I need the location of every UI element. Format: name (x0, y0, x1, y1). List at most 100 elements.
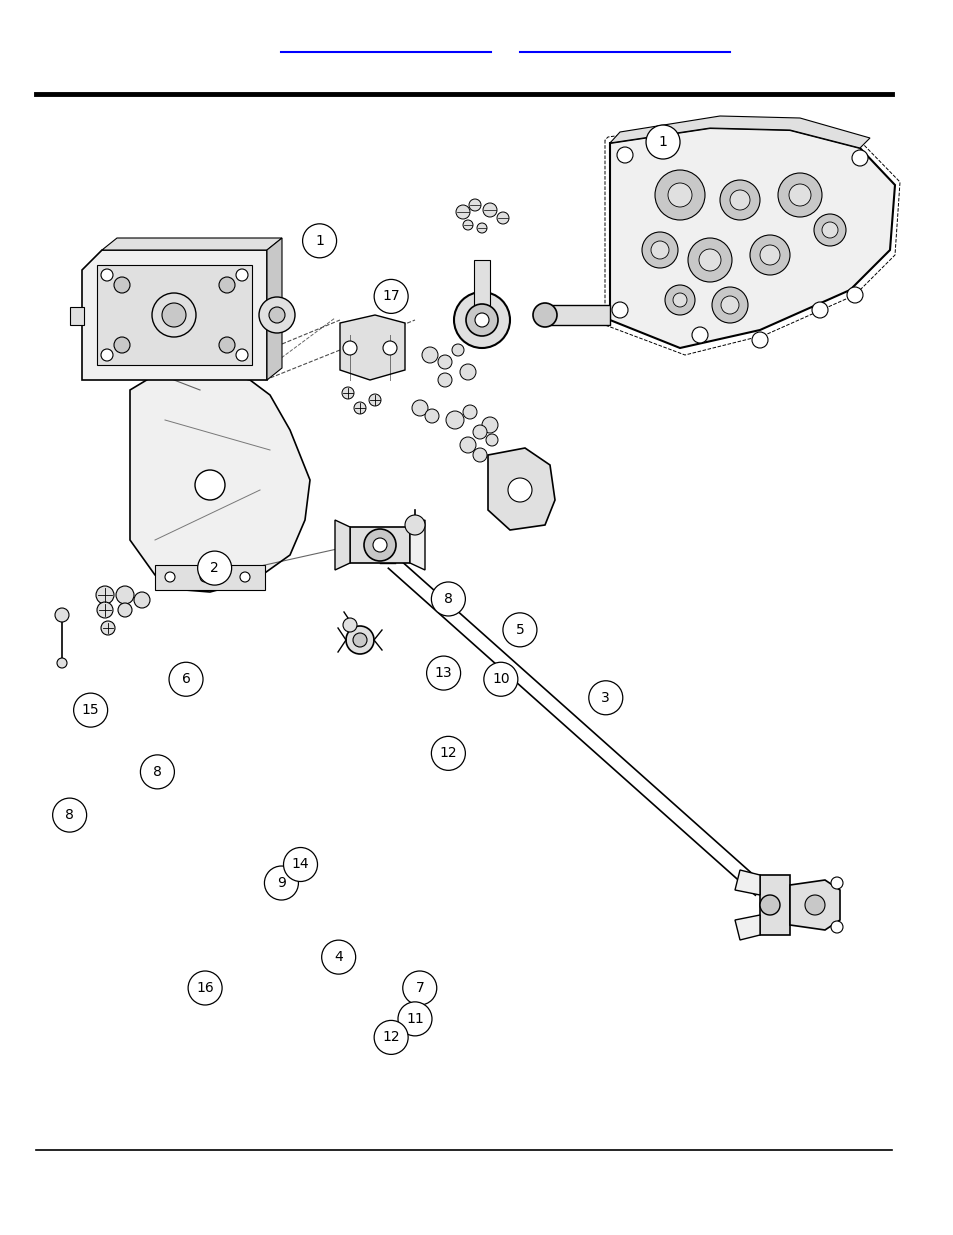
Circle shape (452, 345, 463, 356)
Circle shape (720, 296, 739, 314)
Circle shape (200, 572, 210, 582)
Polygon shape (488, 448, 555, 530)
Circle shape (169, 662, 203, 697)
Circle shape (431, 736, 465, 771)
Text: 1: 1 (658, 135, 667, 149)
Circle shape (760, 245, 780, 266)
Polygon shape (410, 520, 424, 571)
Circle shape (52, 798, 87, 832)
Circle shape (346, 626, 374, 655)
Circle shape (374, 1020, 408, 1055)
Circle shape (459, 364, 476, 380)
Circle shape (446, 411, 463, 429)
Text: 17: 17 (382, 289, 399, 304)
Text: 10: 10 (492, 672, 509, 687)
Circle shape (162, 303, 186, 327)
Circle shape (482, 203, 497, 217)
Circle shape (283, 847, 317, 882)
Circle shape (655, 170, 704, 220)
Polygon shape (734, 915, 760, 940)
Circle shape (469, 199, 480, 211)
Circle shape (101, 269, 112, 282)
Circle shape (431, 582, 465, 616)
Text: 15: 15 (82, 703, 99, 718)
Circle shape (497, 212, 509, 224)
Circle shape (749, 235, 789, 275)
Circle shape (219, 277, 234, 293)
Circle shape (113, 277, 130, 293)
Circle shape (73, 693, 108, 727)
Circle shape (152, 293, 195, 337)
Circle shape (240, 572, 250, 582)
Circle shape (426, 656, 460, 690)
Circle shape (424, 409, 438, 424)
Circle shape (373, 538, 387, 552)
Circle shape (465, 304, 497, 336)
Circle shape (711, 287, 747, 324)
Circle shape (258, 296, 294, 333)
Circle shape (96, 585, 113, 604)
Circle shape (235, 350, 248, 361)
Text: 12: 12 (382, 1030, 399, 1045)
Circle shape (118, 603, 132, 618)
Circle shape (402, 971, 436, 1005)
Circle shape (813, 214, 845, 246)
Bar (544, 305, 609, 325)
Circle shape (188, 971, 222, 1005)
Text: 8: 8 (443, 592, 453, 606)
Polygon shape (609, 128, 894, 348)
Text: 14: 14 (292, 857, 309, 872)
Circle shape (412, 400, 428, 416)
Circle shape (421, 347, 437, 363)
Polygon shape (350, 527, 410, 563)
Circle shape (533, 303, 557, 327)
Text: 11: 11 (406, 1011, 423, 1026)
Text: 4: 4 (334, 950, 343, 965)
Circle shape (197, 551, 232, 585)
Circle shape (219, 337, 234, 353)
Circle shape (459, 437, 476, 453)
Circle shape (687, 238, 731, 282)
Circle shape (851, 149, 867, 165)
Circle shape (473, 448, 486, 462)
Circle shape (612, 303, 627, 317)
Circle shape (650, 241, 668, 259)
Circle shape (667, 183, 691, 207)
Circle shape (462, 220, 473, 230)
Circle shape (165, 572, 174, 582)
Text: 16: 16 (196, 981, 213, 995)
Text: 3: 3 (600, 690, 610, 705)
Circle shape (778, 173, 821, 217)
Circle shape (235, 269, 248, 282)
Circle shape (473, 425, 486, 438)
Circle shape (502, 613, 537, 647)
Circle shape (830, 921, 842, 932)
Text: 8: 8 (152, 764, 162, 779)
Bar (154, 564, 265, 590)
Bar (474, 261, 490, 320)
Circle shape (57, 658, 67, 668)
Circle shape (364, 529, 395, 561)
Circle shape (821, 222, 837, 238)
Circle shape (269, 308, 285, 324)
Circle shape (113, 337, 130, 353)
Circle shape (804, 895, 824, 915)
Text: 9: 9 (276, 876, 286, 890)
Circle shape (456, 205, 470, 219)
Circle shape (101, 621, 115, 635)
Circle shape (116, 585, 133, 604)
Circle shape (382, 341, 396, 354)
Circle shape (672, 293, 686, 308)
Circle shape (302, 224, 336, 258)
Circle shape (811, 303, 827, 317)
Circle shape (483, 662, 517, 697)
Polygon shape (267, 238, 282, 380)
Circle shape (788, 184, 810, 206)
Circle shape (507, 478, 532, 501)
Circle shape (354, 403, 366, 414)
Circle shape (475, 312, 489, 327)
Circle shape (617, 147, 633, 163)
Circle shape (760, 895, 780, 915)
Circle shape (353, 634, 367, 647)
Circle shape (140, 755, 174, 789)
